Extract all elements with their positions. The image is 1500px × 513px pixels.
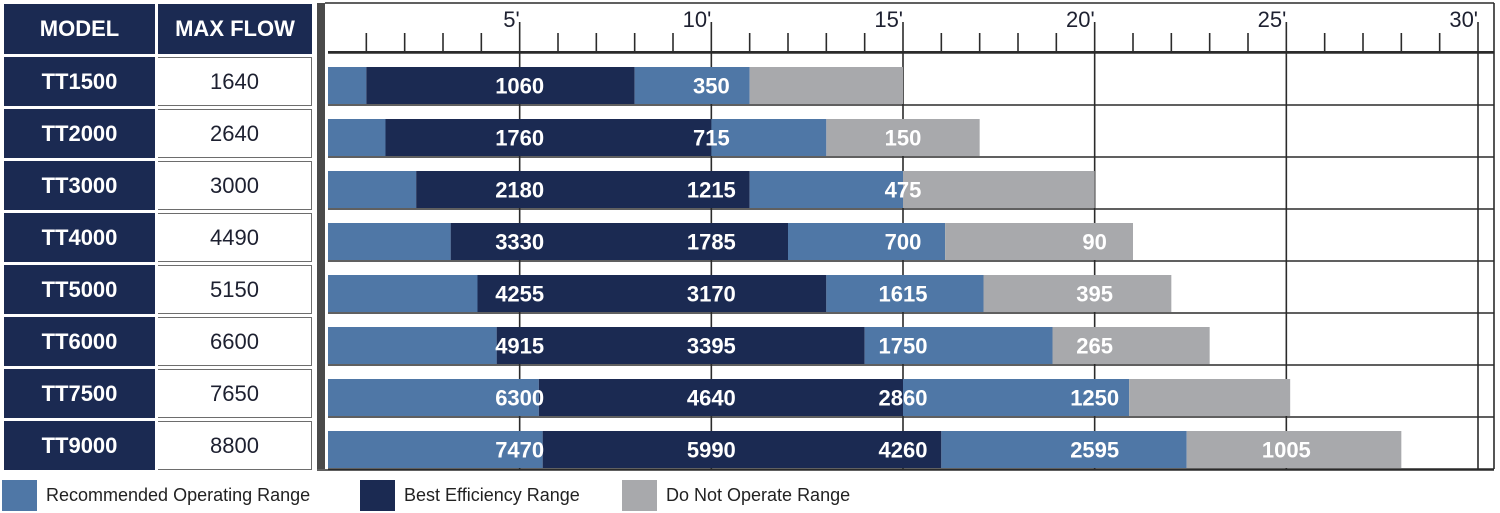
bar-segment-recommended <box>328 67 367 104</box>
max-flow-cell: 8800 <box>158 421 312 470</box>
bar-value-label: 7470 <box>495 438 544 463</box>
model-cell: TT4000 <box>4 213 155 262</box>
bar-segment-do-not <box>945 223 1133 260</box>
bar-value-label: 1785 <box>687 230 736 255</box>
bar-segment-do-not <box>1186 431 1402 468</box>
header-max-flow: MAX FLOW <box>158 4 312 54</box>
legend-label: Recommended Operating Range <box>46 485 311 505</box>
legend-item-do-not: Do Not Operate Range <box>622 480 850 511</box>
model-cell: TT7500 <box>4 369 155 418</box>
bar-segment-do-not <box>903 171 1095 208</box>
bar-value-label: 395 <box>1076 282 1113 307</box>
model-cell: TT1500 <box>4 57 155 106</box>
legend-swatch-best <box>360 480 395 511</box>
x-tick-label: 25' <box>1258 7 1287 32</box>
bar-segment-best <box>538 379 903 416</box>
bar-value-label: 715 <box>693 126 730 151</box>
bar-value-label: 265 <box>1076 334 1113 359</box>
bar-segment-do-not <box>826 119 980 156</box>
bar-value-label: 4255 <box>495 282 544 307</box>
model-cell: TT6000 <box>4 317 155 366</box>
model-cell: TT5000 <box>4 265 155 314</box>
bar-segment-best <box>385 119 712 156</box>
max-flow-cell: 2640 <box>158 109 312 158</box>
bar-segment-best <box>496 327 865 364</box>
bar-segment-best <box>542 431 942 468</box>
bar-value-label: 2180 <box>495 178 544 203</box>
bar-value-label: 1250 <box>1070 386 1119 411</box>
bar-value-label: 700 <box>885 230 922 255</box>
bar-segment-recommended <box>826 275 984 312</box>
x-tick-label: 20' <box>1066 7 1095 32</box>
bar-segment-do-not <box>749 67 903 104</box>
max-flow-cell: 4490 <box>158 213 312 262</box>
max-flow-cell: 3000 <box>158 161 312 210</box>
bar-segment-best <box>450 223 788 260</box>
header-model: MODEL <box>4 4 155 54</box>
bar-value-label: 1060 <box>495 74 544 99</box>
bar-segment-do-not <box>983 275 1172 312</box>
legend-item-recommended: Recommended Operating Range <box>2 480 310 511</box>
legend-label: Best Efficiency Range <box>404 485 580 505</box>
bar-value-label: 4640 <box>687 386 736 411</box>
bar-segment-do-not <box>1129 379 1291 416</box>
bar-value-label: 4915 <box>495 334 544 359</box>
bar-segment-recommended <box>864 327 1053 364</box>
bar-value-label: 5990 <box>687 438 736 463</box>
legend-label: Do Not Operate Range <box>666 485 851 505</box>
x-tick-label: 5' <box>503 7 519 32</box>
bar-value-label: 6300 <box>495 386 544 411</box>
bar-value-label: 1005 <box>1262 438 1311 463</box>
bar-segment-recommended <box>634 67 750 104</box>
bar-segment-best <box>366 67 635 104</box>
bar-segment-recommended <box>328 431 543 468</box>
bar-value-label: 1760 <box>495 126 544 151</box>
max-flow-cell: 5150 <box>158 265 312 314</box>
model-cell: TT2000 <box>4 109 155 158</box>
bar-value-label: 350 <box>693 74 730 99</box>
bar-segment-recommended <box>328 223 451 260</box>
bar-value-label: 3395 <box>687 334 736 359</box>
bar-segment-do-not <box>1052 327 1210 364</box>
bar-value-label: 150 <box>885 126 922 151</box>
bar-segment-recommended <box>328 275 478 312</box>
bar-value-label: 475 <box>885 178 922 203</box>
x-tick-label: 10' <box>683 7 712 32</box>
max-flow-cell: 7650 <box>158 369 312 418</box>
axis-left-bar <box>317 3 325 469</box>
bar-value-label: 4260 <box>879 438 928 463</box>
bar-value-label: 3170 <box>687 282 736 307</box>
bar-segment-recommended <box>328 171 417 208</box>
bar-value-label: 3330 <box>495 230 544 255</box>
bar-segment-recommended <box>328 379 539 416</box>
model-cell: TT9000 <box>4 421 155 470</box>
legend-swatch-recommended <box>2 480 37 511</box>
range-chart: 5' 10' 15' 20' 25' 30' 1060 350 1760 715 150 2180 12… <box>317 2 1495 471</box>
bar-value-label: 90 <box>1082 230 1106 255</box>
x-tick-label: 30' <box>1449 7 1478 32</box>
bar-segment-best <box>477 275 827 312</box>
bar-value-label: 1750 <box>879 334 928 359</box>
bar-segment-recommended <box>788 223 946 260</box>
x-tick-label: 15' <box>874 7 903 32</box>
bar-value-label: 1215 <box>687 178 736 203</box>
max-flow-cell: 1640 <box>158 57 312 106</box>
bar-value-label: 1615 <box>879 282 928 307</box>
bar-segment-recommended <box>328 119 386 156</box>
bar-segment-recommended <box>711 119 827 156</box>
legend-item-best: Best Efficiency Range <box>360 480 580 511</box>
legend-swatch-do-not <box>622 480 657 511</box>
bar-segment-recommended <box>941 431 1187 468</box>
bar-value-label: 2860 <box>879 386 928 411</box>
bar-value-label: 2595 <box>1070 438 1119 463</box>
max-flow-cell: 6600 <box>158 317 312 366</box>
bar-segment-best <box>416 171 750 208</box>
bar-segment-recommended <box>328 327 497 364</box>
model-cell: TT3000 <box>4 161 155 210</box>
bar-segment-recommended <box>749 171 903 208</box>
bar-segment-recommended <box>903 379 1130 416</box>
